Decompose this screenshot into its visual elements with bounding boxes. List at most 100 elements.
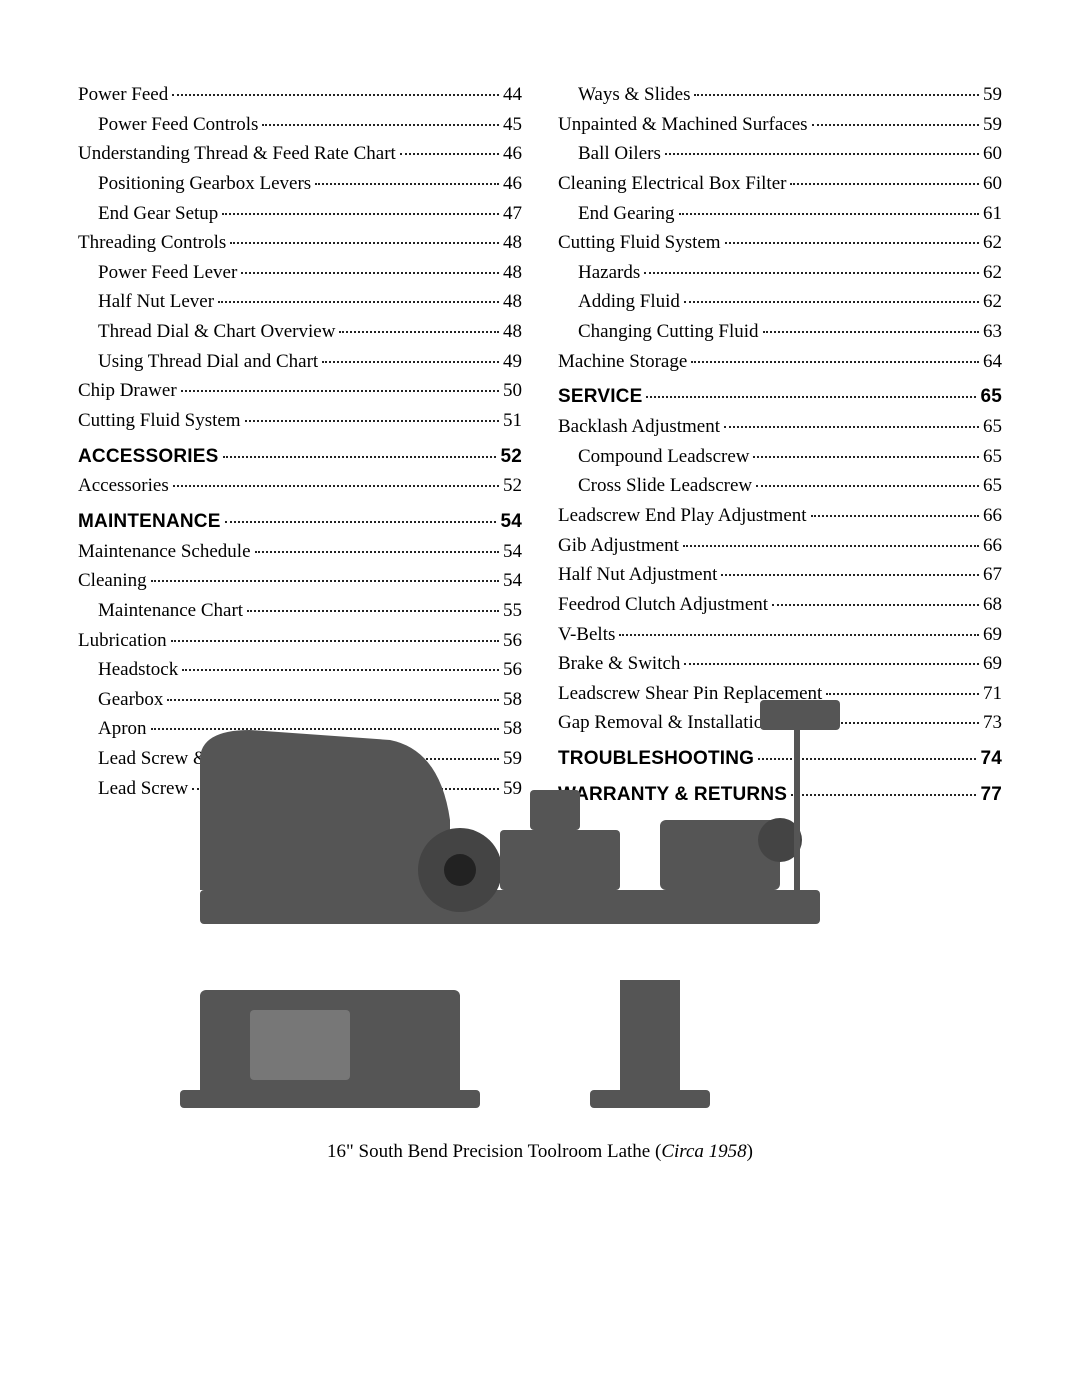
- toc-entry-label: End Gear Setup: [98, 201, 218, 227]
- toc-entry: Hazards62: [558, 260, 1002, 286]
- caption-suffix: ): [747, 1141, 753, 1162]
- toc-entry: Gib Adjustment 66: [558, 533, 1002, 559]
- toc-entry: Cleaning54: [78, 568, 522, 594]
- toc-entry-label: Positioning Gearbox Levers: [98, 171, 311, 197]
- toc-entry: Feedrod Clutch Adjustment68: [558, 592, 1002, 618]
- toc-entry: Backlash Adjustment65: [558, 414, 1002, 440]
- toc-entry-page: 49: [503, 349, 522, 375]
- toc-entry: Unpainted & Machined Surfaces59: [558, 112, 1002, 138]
- toc-leader: [230, 242, 499, 244]
- toc-entry-page: 56: [503, 628, 522, 654]
- toc-entry-label: Brake & Switch: [558, 651, 680, 677]
- figure-caption: 16" South Bend Precision Toolroom Lathe …: [0, 1141, 1080, 1163]
- toc-entry-label: Feedrod Clutch Adjustment: [558, 592, 768, 618]
- toc-entry: Half Nut Adjustment 67: [558, 562, 1002, 588]
- toc-section-heading: Accessories52: [78, 444, 522, 470]
- toc-entry-label: Using Thread Dial and Chart: [98, 349, 318, 375]
- toc-entry-label: Ball Oilers: [578, 141, 661, 167]
- toc-leader: [683, 545, 979, 547]
- toc-entry: Accessories52: [78, 473, 522, 499]
- toc-entry-page: 60: [983, 171, 1002, 197]
- toc-leader: [247, 610, 499, 612]
- toc-entry-page: 59: [983, 82, 1002, 108]
- toc-entry-page: 71: [983, 681, 1002, 707]
- toc-entry-page: 45: [503, 112, 522, 138]
- toc-entry-label: Threading Controls: [78, 230, 226, 256]
- toc-leader: [684, 301, 979, 303]
- toc-entry-page: 65: [983, 473, 1002, 499]
- toc-entry-page: 66: [983, 533, 1002, 559]
- toc-leader: [812, 124, 979, 126]
- toc-entry: Brake & Switch 69: [558, 651, 1002, 677]
- toc-entry: Maintenance Chart55: [78, 598, 522, 624]
- toc-entry-page: 48: [503, 319, 522, 345]
- toc-entry-label: Cutting Fluid System: [78, 408, 241, 434]
- toc-leader: [218, 301, 499, 303]
- toc-entry: Power Feed Controls 45: [78, 112, 522, 138]
- toc-entry: End Gearing61: [558, 201, 1002, 227]
- toc-leader: [222, 213, 499, 215]
- toc-entry: Compound Leadscrew65: [558, 444, 1002, 470]
- toc-entry-page: 59: [983, 112, 1002, 138]
- toc-entry: Cutting Fluid System51: [78, 408, 522, 434]
- toc-entry-page: 52: [503, 473, 522, 499]
- toc-leader: [151, 580, 499, 582]
- toc-entry-page: 47: [503, 201, 522, 227]
- toc-leader: [679, 213, 979, 215]
- toc-leader: [181, 390, 499, 392]
- toc-entry: Thread Dial & Chart Overview 48: [78, 319, 522, 345]
- toc-entry-label: Adding Fluid: [578, 289, 680, 315]
- lathe-figure: [140, 680, 900, 1110]
- toc-entry-label: Cross Slide Leadscrew: [578, 473, 752, 499]
- toc-entry-page: 56: [503, 657, 522, 683]
- toc-leader: [255, 551, 499, 553]
- toc-entry-page: 48: [503, 230, 522, 256]
- toc-entry-label: Half Nut Adjustment: [558, 562, 717, 588]
- toc-entry: Ball Oilers60: [558, 141, 1002, 167]
- toc-entry-page: 48: [503, 260, 522, 286]
- toc-entry-label: Machine Storage: [558, 349, 687, 375]
- toc-entry-label: Gib Adjustment: [558, 533, 679, 559]
- toc-entry: Using Thread Dial and Chart 49: [78, 349, 522, 375]
- toc-entry: Cutting Fluid System62: [558, 230, 1002, 256]
- toc-entry-label: Changing Cutting Fluid: [578, 319, 759, 345]
- toc-entry-label: Ways & Slides: [578, 82, 690, 108]
- toc-entry-label: Hazards: [578, 260, 640, 286]
- toc-leader: [182, 669, 499, 671]
- toc-entry-label: Cleaning: [78, 568, 147, 594]
- toc-entry-label: Half Nut Lever: [98, 289, 214, 315]
- toc-leader: [646, 396, 976, 398]
- toc-entry-page: 50: [503, 378, 522, 404]
- toc-entry-label: Compound Leadscrew: [578, 444, 749, 470]
- toc-entry-page: 67: [983, 562, 1002, 588]
- toc-entry-page: 61: [983, 201, 1002, 227]
- toc-entry: Headstock56: [78, 657, 522, 683]
- toc-leader: [322, 361, 499, 363]
- toc-entry-page: 66: [983, 503, 1002, 529]
- toc-leader: [724, 426, 979, 428]
- toc-entry-page: 54: [500, 509, 522, 535]
- toc-leader: [665, 153, 979, 155]
- toc-entry-label: Power Feed Controls: [98, 112, 258, 138]
- toc-entry: Adding Fluid62: [558, 289, 1002, 315]
- toc-entry-page: 54: [503, 539, 522, 565]
- toc-entry: Half Nut Lever48: [78, 289, 522, 315]
- toc-entry: Cross Slide Leadscrew 65: [558, 473, 1002, 499]
- toc-entry-label: Cleaning Electrical Box Filter: [558, 171, 786, 197]
- toc-entry-page: 69: [983, 651, 1002, 677]
- toc-leader: [721, 574, 979, 576]
- toc-leader: [790, 183, 979, 185]
- toc-entry-label: Service: [558, 384, 642, 410]
- toc-entry-label: Thread Dial & Chart Overview: [98, 319, 335, 345]
- toc-entry-page: 44: [503, 82, 522, 108]
- toc-entry: Ways & Slides 59: [558, 82, 1002, 108]
- toc-leader: [756, 485, 979, 487]
- toc-entry-page: 46: [503, 171, 522, 197]
- toc-entry-label: Backlash Adjustment: [558, 414, 720, 440]
- toc-entry-label: Leadscrew End Play Adjustment: [558, 503, 807, 529]
- toc-entry-label: Chip Drawer: [78, 378, 177, 404]
- toc-entry: Power Feed Lever48: [78, 260, 522, 286]
- toc-entry: V-Belts69: [558, 622, 1002, 648]
- toc-entry: Threading Controls 48: [78, 230, 522, 256]
- toc-entry: Power Feed44: [78, 82, 522, 108]
